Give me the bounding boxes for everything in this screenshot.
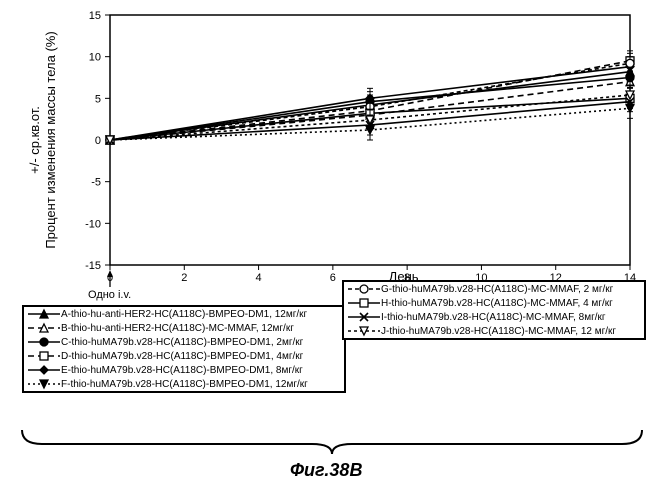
svg-text:15: 15 bbox=[89, 10, 101, 22]
svg-text:4: 4 bbox=[256, 272, 262, 284]
legend-label: G-thio-huMA79b.v28-HC(A118C)-MC-MMAF, 2 … bbox=[381, 284, 613, 295]
legend-label: B-thio-hu-anti-HER2-HC(A118C)-MC-MMAF, 1… bbox=[61, 323, 294, 334]
legend-label: A-thio-hu-anti-HER2-HC(A118C)-BMPEO-DM1,… bbox=[61, 309, 307, 320]
legend-item: D-thio-huMA79b.v28-HC(A118C)-BMPEO-DM1, … bbox=[24, 349, 344, 363]
chart: -15-10-505101502468101214ДеньПроцент изм… bbox=[0, 0, 669, 500]
legend-left: A-thio-hu-anti-HER2-HC(A118C)-BMPEO-DM1,… bbox=[22, 305, 346, 393]
svg-text:+/- ср.кв.от.: +/- ср.кв.от. bbox=[27, 106, 42, 174]
svg-text:6: 6 bbox=[330, 272, 336, 284]
svg-text:-5: -5 bbox=[91, 177, 101, 189]
legend-label: H-thio-huMA79b.v28-HC(A118C)-MC-MMAF, 4 … bbox=[381, 298, 613, 309]
legend-item: C-thio-huMA79b.v28-HC(A118C)-BMPEO-DM1, … bbox=[24, 335, 344, 349]
legend-item: G-thio-huMA79b.v28-HC(A118C)-MC-MMAF, 2 … bbox=[344, 282, 644, 296]
svg-text:2: 2 bbox=[181, 272, 187, 284]
legend-item: F-thio-huMA79b.v28-HC(A118C)-BMPEO-DM1, … bbox=[24, 377, 344, 391]
legend-label: I-thio-huMA79b.v28-HC(A118C)-MC-MMAF, 8м… bbox=[381, 312, 606, 323]
legend-item: A-thio-hu-anti-HER2-HC(A118C)-BMPEO-DM1,… bbox=[24, 307, 344, 321]
svg-text:-15: -15 bbox=[85, 260, 101, 272]
legend-item: J-thio-huMA79b.v28-HC(A118C)-MC-MMAF, 12… bbox=[344, 324, 644, 338]
svg-text:-10: -10 bbox=[85, 218, 101, 230]
legend-item: H-thio-huMA79b.v28-HC(A118C)-MC-MMAF, 4 … bbox=[344, 296, 644, 310]
legend-label: D-thio-huMA79b.v28-HC(A118C)-BMPEO-DM1, … bbox=[61, 351, 303, 362]
svg-text:Процент изменения массы тела (: Процент изменения массы тела (%) bbox=[43, 31, 58, 248]
legend-item: I-thio-huMA79b.v28-HC(A118C)-MC-MMAF, 8м… bbox=[344, 310, 644, 324]
legend-label: E-thio-huMA79b.v28-HC(A118C)-BMPEO-DM1, … bbox=[61, 365, 303, 376]
svg-text:10: 10 bbox=[89, 52, 101, 64]
legend-item: B-thio-hu-anti-HER2-HC(A118C)-MC-MMAF, 1… bbox=[24, 321, 344, 335]
legend-label: C-thio-huMA79b.v28-HC(A118C)-BMPEO-DM1, … bbox=[61, 337, 303, 348]
legend-label: F-thio-huMA79b.v28-HC(A118C)-BMPEO-DM1, … bbox=[61, 379, 308, 390]
svg-text:0: 0 bbox=[95, 135, 101, 147]
x-annotation: Одно i.v. bbox=[88, 289, 131, 301]
figure-caption: Фиг.38B bbox=[290, 460, 362, 481]
legend-item: E-thio-huMA79b.v28-HC(A118C)-BMPEO-DM1, … bbox=[24, 363, 344, 377]
svg-text:5: 5 bbox=[95, 93, 101, 105]
legend-label: J-thio-huMA79b.v28-HC(A118C)-MC-MMAF, 12… bbox=[381, 326, 616, 337]
legend-right: G-thio-huMA79b.v28-HC(A118C)-MC-MMAF, 2 … bbox=[342, 280, 646, 340]
